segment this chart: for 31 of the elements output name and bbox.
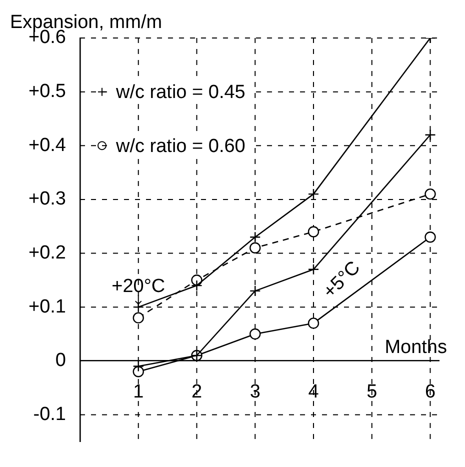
point	[191, 280, 202, 292]
point	[308, 318, 320, 329]
legend-label: w/c ratio = 0.60	[115, 136, 246, 157]
y-tick-label: +0.1	[28, 296, 66, 318]
y-tick-label: +0.4	[28, 134, 66, 156]
x-tick-label: 4	[308, 382, 320, 403]
point	[424, 188, 436, 200]
x-axis-title: Months	[384, 336, 447, 358]
point	[308, 264, 320, 275]
y-axis-title: Expansion, mm/m	[10, 12, 162, 33]
point	[132, 312, 144, 324]
y-tick-label: +0.5	[28, 81, 66, 102]
point	[250, 328, 261, 340]
point	[308, 188, 320, 200]
point	[250, 242, 261, 254]
y-tick-label: +0.3	[28, 188, 66, 210]
x-tick-label: 3	[250, 382, 260, 403]
y-tick-label: -0.1	[33, 404, 66, 425]
x-tick-label: 2	[191, 382, 202, 403]
point	[424, 129, 436, 140]
legend-label: w/c ratio = 0.45	[115, 82, 246, 104]
point	[250, 285, 261, 297]
y-tick-label: 0	[55, 350, 66, 372]
point	[132, 366, 144, 378]
point	[424, 232, 436, 243]
y-tick-label: +0.2	[28, 242, 66, 264]
point	[308, 226, 320, 238]
x-tick-label: 6	[424, 382, 436, 403]
point	[250, 232, 261, 243]
x-tick-label: 5	[366, 382, 378, 403]
annotation: +20°C	[112, 276, 166, 298]
